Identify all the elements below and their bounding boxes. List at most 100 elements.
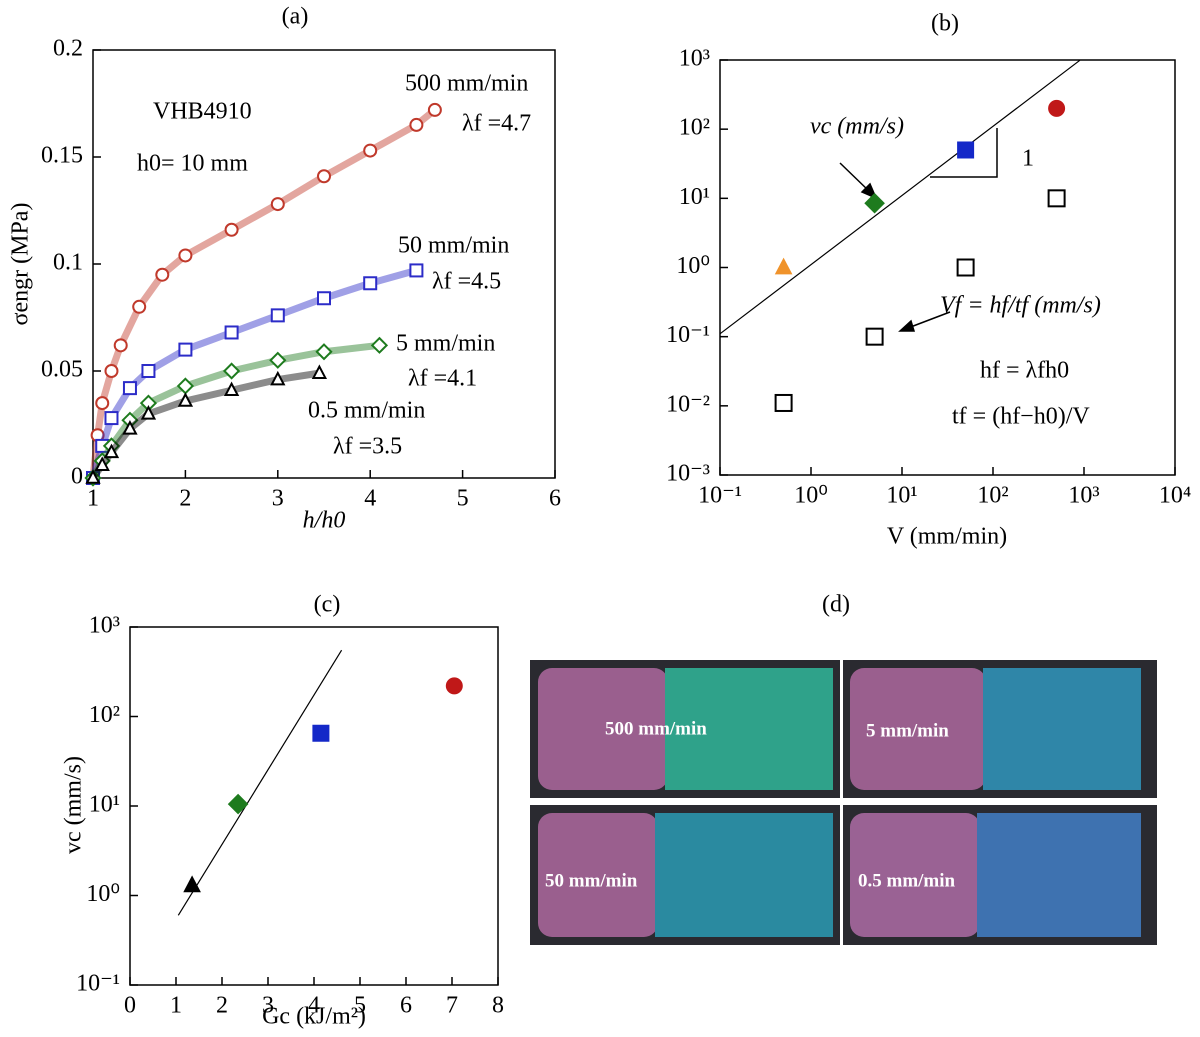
series-name: 500 mm/min bbox=[405, 71, 528, 97]
y-tick-label: 10⁰ bbox=[86, 881, 120, 907]
x-axis-label: V (mm/min) bbox=[887, 524, 1007, 550]
marker bbox=[957, 141, 975, 159]
x-axis-label: Gc (kJ/m²) bbox=[262, 1004, 366, 1030]
series-label: λf =4.7 bbox=[462, 111, 531, 137]
marker bbox=[864, 192, 885, 214]
marker bbox=[177, 392, 194, 407]
x-tick-label: 6 bbox=[400, 993, 412, 1019]
marker bbox=[178, 342, 193, 357]
marker bbox=[363, 143, 378, 158]
marker bbox=[132, 299, 147, 314]
photo-label: 0.5 mm/min bbox=[858, 870, 956, 891]
series-label: λf =3.5 bbox=[333, 434, 402, 460]
x-tick-label: 4 bbox=[364, 486, 376, 512]
arrows bbox=[839, 128, 998, 332]
marker bbox=[141, 364, 156, 378]
x-tick-label: 10³ bbox=[1068, 483, 1099, 509]
y-tick-label: 10⁻¹ bbox=[666, 322, 710, 348]
series-name: 50 mm/min bbox=[398, 233, 509, 259]
marker bbox=[774, 393, 793, 412]
marker bbox=[269, 351, 287, 369]
series-name: 0.5 mm/min bbox=[308, 398, 425, 424]
annotation: VHB4910 bbox=[153, 99, 252, 125]
series-label: λf =4.5 bbox=[432, 269, 501, 295]
marker bbox=[122, 420, 138, 435]
y-tick-label: 10³ bbox=[89, 613, 120, 639]
photo bbox=[530, 805, 840, 945]
arrow bbox=[907, 311, 951, 329]
arrow-head bbox=[860, 182, 878, 200]
x-tick-label: 5 bbox=[457, 486, 469, 512]
y-tick-label: 0.15 bbox=[41, 143, 83, 169]
slope-triangle bbox=[930, 128, 998, 178]
x-tick-label: 1 bbox=[87, 486, 99, 512]
marker bbox=[370, 336, 389, 354]
marker bbox=[224, 222, 239, 237]
fit-line bbox=[177, 649, 343, 916]
marker bbox=[183, 875, 201, 893]
marker bbox=[774, 257, 793, 275]
y-tick-label: 10² bbox=[679, 115, 710, 141]
photo bbox=[530, 660, 840, 798]
x-tick-label: 10¹ bbox=[886, 483, 917, 509]
y-tick-label: 10² bbox=[89, 702, 120, 728]
marker bbox=[312, 724, 330, 742]
marker bbox=[104, 364, 119, 378]
marker bbox=[409, 263, 424, 278]
x-tick-label: 2 bbox=[216, 993, 228, 1019]
marker bbox=[104, 411, 119, 426]
photo bbox=[843, 805, 1157, 945]
panel-title: (b) bbox=[931, 11, 959, 37]
marker bbox=[113, 338, 128, 353]
x-axis-label: h/h0 bbox=[303, 508, 346, 534]
marker bbox=[1047, 189, 1066, 208]
series-name: 5 mm/min bbox=[396, 331, 495, 357]
x-tick-label: 10⁴ bbox=[1159, 483, 1191, 509]
photo-label: 50 mm/min bbox=[545, 870, 638, 891]
y-axis-label: vc (mm/s) bbox=[61, 756, 87, 854]
marker bbox=[1048, 99, 1066, 117]
x-tick-label: 0 bbox=[124, 993, 136, 1019]
x-tick-label: 10² bbox=[977, 483, 1008, 509]
marker bbox=[95, 396, 110, 411]
photo-panel: (d) 500 mm/min 5 mm/min 50 mm/min 0.5 mm… bbox=[530, 592, 1157, 945]
marker bbox=[311, 364, 328, 379]
x-tick-label: 1 bbox=[170, 993, 182, 1019]
y-tick-label: 10¹ bbox=[679, 184, 710, 210]
fit-line bbox=[719, 59, 1081, 335]
x-tick-label: 10⁻¹ bbox=[698, 483, 742, 509]
y-tick-label: 10³ bbox=[679, 46, 710, 72]
annotation: h0= 10 mm bbox=[137, 151, 248, 177]
arrow-head bbox=[898, 319, 916, 332]
plot-frame bbox=[129, 626, 499, 986]
marker bbox=[222, 362, 241, 380]
y-tick-label: 10⁻¹ bbox=[76, 971, 120, 997]
y-tick-label: 0.1 bbox=[53, 250, 83, 276]
y-tick-label: 0 bbox=[71, 464, 83, 490]
y-tick-label: 10⁰ bbox=[676, 253, 710, 279]
marker bbox=[122, 381, 137, 396]
photo bbox=[843, 660, 1157, 798]
marker bbox=[270, 308, 285, 323]
panel-title: (d) bbox=[822, 592, 850, 618]
arrow bbox=[839, 162, 871, 193]
marker bbox=[270, 197, 285, 212]
marker bbox=[155, 267, 170, 282]
annotation: 1 bbox=[1022, 146, 1034, 172]
marker bbox=[103, 443, 120, 459]
marker bbox=[865, 327, 884, 346]
annotation: hf = λfh0 bbox=[980, 358, 1069, 384]
marker bbox=[94, 456, 110, 471]
marker bbox=[85, 469, 101, 484]
marker bbox=[363, 276, 378, 291]
annotation: tf = (hf−h0)/V bbox=[952, 404, 1090, 430]
x-tick-label: 8 bbox=[492, 993, 504, 1019]
panel-title: (a) bbox=[282, 4, 309, 30]
x-tick-label: 3 bbox=[272, 486, 284, 512]
marker bbox=[427, 102, 442, 117]
x-tick-label: 4 bbox=[308, 993, 320, 1019]
x-tick-label: 7 bbox=[446, 993, 458, 1019]
panel-title: (c) bbox=[314, 592, 341, 618]
x-tick-label: 5 bbox=[354, 993, 366, 1019]
